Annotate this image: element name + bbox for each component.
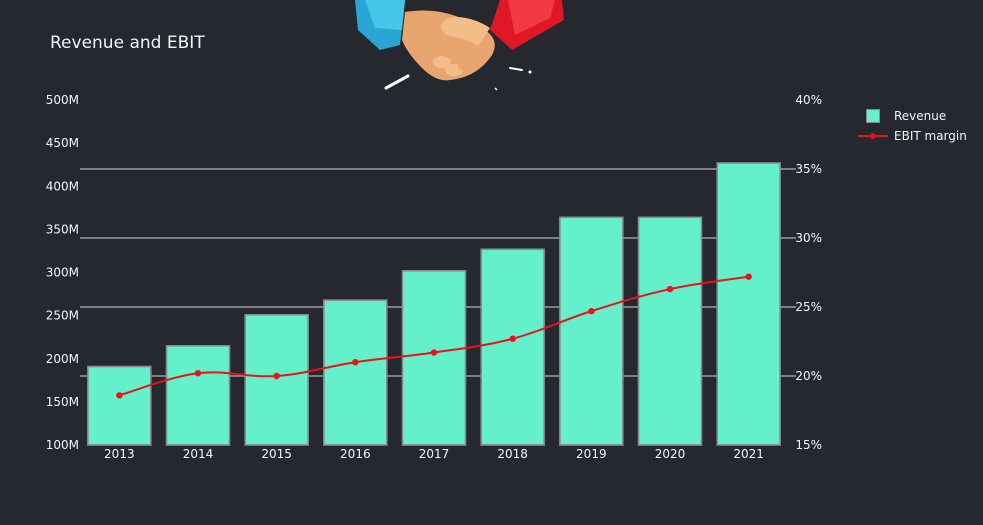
ebit-point	[116, 392, 123, 399]
x-tick-label: 2016	[340, 447, 371, 461]
y-right-tick-label: 30%	[795, 231, 822, 245]
x-axis-ticks: 2013 2014 2015 2016 2017 2018 2019 2020 2021	[104, 447, 764, 461]
y-left-ticks: 100M 150M 200M 250M 300M 350M 400M 450M 500M	[46, 93, 79, 452]
ebit-point	[352, 359, 359, 366]
y-left-tick-label: 500M	[46, 93, 79, 107]
ebit-point	[588, 307, 595, 315]
y-left-tick-label: 400M	[46, 179, 79, 193]
y-left-tick-label: 150M	[46, 395, 79, 409]
revenue-bar	[244, 313, 309, 446]
y-right-tick-label: 20%	[795, 369, 822, 383]
legend-item-revenue[interactable]: Revenue	[858, 106, 967, 126]
y-left-tick-label: 250M	[46, 309, 79, 323]
x-tick-label: 2017	[419, 447, 450, 461]
y-left-tick-label: 300M	[46, 266, 79, 280]
revenue-bar	[637, 216, 703, 446]
ebit-point	[430, 349, 438, 356]
y-left-tick-label: 450M	[46, 136, 79, 150]
legend: Revenue EBIT margin	[858, 106, 967, 146]
ebit-point	[509, 335, 516, 342]
chart-title: Revenue and EBIT	[50, 33, 205, 53]
revenue-bar	[87, 365, 152, 446]
y-right-tick-label: 35%	[795, 162, 822, 176]
y-right-ticks: 15% 20% 25% 30% 35% 40%	[795, 93, 822, 452]
revenue-bars	[87, 162, 781, 446]
legend-label-revenue: Revenue	[894, 109, 947, 123]
ebit-point	[273, 372, 280, 380]
x-tick-label: 2018	[497, 447, 528, 461]
x-tick-label: 2021	[733, 447, 764, 461]
y-left-tick-label: 100M	[46, 438, 79, 452]
x-tick-label: 2014	[183, 447, 214, 461]
x-tick-label: 2019	[576, 447, 607, 461]
legend-label-ebit: EBIT margin	[894, 129, 967, 143]
ebit-line	[116, 273, 752, 399]
legend-item-ebit[interactable]: EBIT margin	[858, 126, 967, 146]
x-tick-label: 2015	[261, 447, 292, 461]
revenue-bar	[480, 248, 545, 446]
revenue-bar	[401, 269, 467, 446]
handshake-icon	[355, 0, 564, 91]
x-tick-label: 2020	[655, 447, 686, 461]
y-left-tick-label: 200M	[46, 352, 79, 366]
y-right-tick-label: 25%	[795, 300, 822, 314]
revenue-bar	[559, 216, 624, 446]
ebit-point	[666, 285, 674, 293]
x-tick-label: 2013	[104, 447, 135, 461]
y-left-tick-label: 350M	[46, 222, 79, 236]
y-right-tick-label: 40%	[795, 93, 822, 107]
legend-swatch-revenue	[866, 109, 880, 123]
ebit-point	[745, 273, 752, 280]
revenue-bar	[165, 345, 231, 446]
revenue-bar	[323, 299, 388, 446]
revenue-bar	[716, 162, 781, 446]
y-right-tick-label: 15%	[795, 438, 822, 452]
ebit-point	[194, 370, 202, 377]
legend-swatch-ebit	[858, 133, 888, 139]
